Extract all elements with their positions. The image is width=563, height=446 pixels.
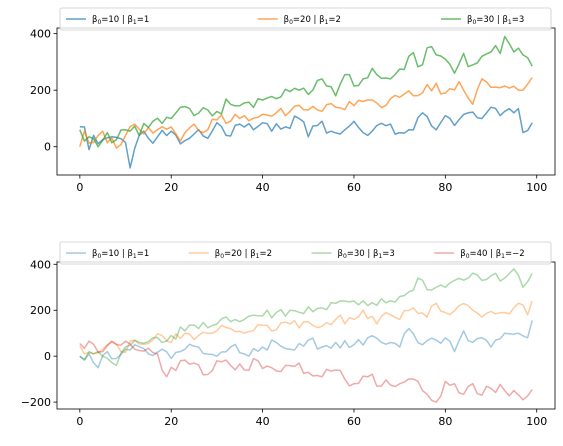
x-tick-label: 60: [347, 415, 361, 428]
x-tick-label: 80: [438, 181, 452, 194]
legend-label: β0=10 | β1=1: [92, 15, 149, 26]
legend-label: β0=20 | β1=2: [215, 249, 272, 260]
series-line-4: [79, 340, 533, 403]
legend-label: β0=10 | β1=1: [92, 249, 149, 260]
series-line-2: [79, 300, 533, 355]
legend-label: β0=30 | β1=3: [467, 15, 524, 26]
axes-frame: [56, 27, 556, 176]
x-tick-label: 20: [164, 415, 178, 428]
legend-label: β0=20 | β1=2: [284, 15, 341, 26]
x-tick-label: 100: [526, 181, 547, 194]
series-line-1: [79, 320, 533, 369]
series-line-2: [79, 77, 533, 149]
legend: β0=10 | β1=1 β0=20 | β1=2 β0=30 | β1=3 β0=4…: [59, 241, 552, 265]
x-tick-label: 0: [76, 415, 83, 428]
x-tick-label: 40: [256, 181, 270, 194]
chart-2: 0 20 40 60 80 100 −200 0 200 400 β0=10 | β1=1 β0=20…: [21, 241, 556, 428]
x-tick-label: 100: [526, 415, 547, 428]
series-line-3: [79, 35, 533, 148]
x-tick-label: 0: [76, 181, 83, 194]
y-tick-label: 400: [30, 258, 51, 271]
chart-1: 0 20 40 60 80 100 0 200 400 β0=10 | β1=1 β0=20 | β…: [30, 7, 556, 194]
y-tick-label: −200: [21, 396, 51, 409]
legend-label: β0=30 | β1=3: [338, 249, 395, 260]
y-tick-label: 400: [30, 28, 51, 41]
x-tick-label: 40: [256, 415, 270, 428]
y-tick-label: 0: [44, 350, 51, 363]
y-tick-label: 0: [44, 141, 51, 154]
series-group: [79, 35, 533, 169]
series-group: [79, 268, 533, 403]
y-tick-label: 200: [30, 304, 51, 317]
x-tick-label: 20: [164, 181, 178, 194]
legend-frame: [59, 241, 552, 265]
y-tick-label: 200: [30, 84, 51, 97]
legend: β0=10 | β1=1 β0=20 | β1=2 β0=30 | β1=3: [59, 7, 552, 31]
series-line-1: [79, 106, 533, 169]
legend-frame: [59, 7, 552, 31]
x-tick-label: 80: [438, 415, 452, 428]
series-line-3: [79, 268, 533, 367]
axes-frame: [56, 261, 556, 410]
x-tick-label: 60: [347, 181, 361, 194]
legend-label: β0=40 | β1=−2: [460, 249, 524, 260]
